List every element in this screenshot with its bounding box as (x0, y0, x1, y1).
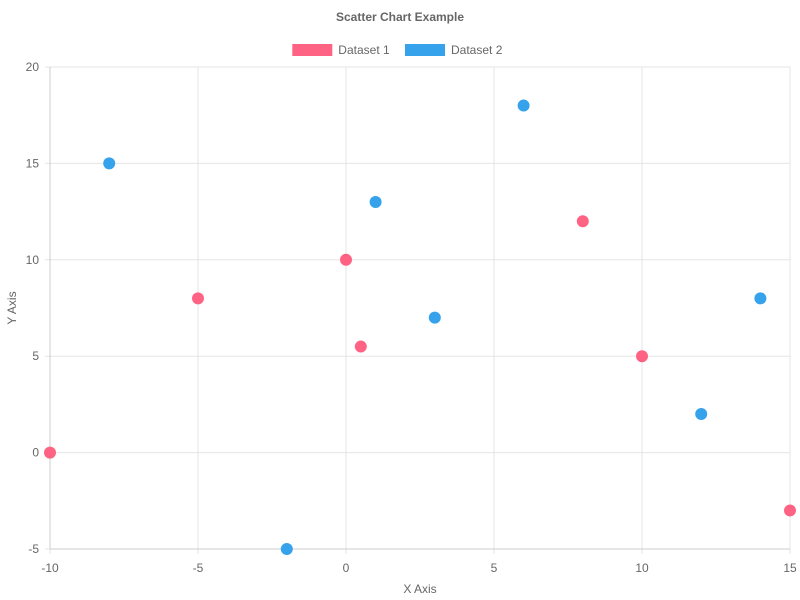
data-point-1[interactable] (636, 350, 648, 363)
legend-swatch (292, 44, 333, 56)
data-point-2[interactable] (695, 408, 708, 421)
x-tick-label: 0 (343, 561, 350, 575)
legend-item[interactable]: Dataset 2 (405, 43, 503, 57)
legend-swatch (405, 44, 445, 56)
y-tick-label: 20 (26, 60, 40, 74)
x-tick-label: 10 (635, 561, 649, 575)
data-point-1[interactable] (576, 215, 589, 228)
y-axis-title: Y Axis (5, 291, 19, 324)
chart-points (44, 99, 796, 555)
legend-item[interactable]: Dataset 1 (292, 43, 390, 57)
x-tick-label: -5 (193, 561, 204, 575)
chart-legend: Dataset 1 Dataset 2 (292, 43, 503, 57)
data-point-1[interactable] (354, 340, 367, 353)
legend-label: Dataset 2 (451, 43, 503, 57)
y-tick-label: 0 (32, 446, 39, 460)
x-tick-label: 15 (783, 561, 797, 575)
chart-grid (45, 66, 791, 554)
x-tick-label: -10 (41, 561, 59, 575)
data-point-2[interactable] (754, 292, 767, 305)
x-axis-title: X Axis (403, 582, 436, 596)
data-point-1[interactable] (340, 253, 352, 266)
data-point-1[interactable] (192, 292, 204, 305)
y-tick-label: -5 (28, 542, 39, 556)
data-point-1[interactable] (784, 504, 796, 517)
data-point-2[interactable] (428, 311, 441, 324)
legend-label: Dataset 1 (338, 43, 390, 57)
data-point-2[interactable] (369, 195, 382, 208)
data-point-2[interactable] (103, 157, 116, 170)
y-tick-label: 5 (32, 349, 39, 363)
y-tick-label: 10 (26, 253, 40, 267)
y-tick-label: 15 (26, 156, 40, 170)
data-point-2[interactable] (280, 543, 293, 555)
x-tick-label: 5 (491, 561, 498, 575)
chart-title: Scatter Chart Example (336, 10, 464, 24)
data-point-2[interactable] (517, 99, 530, 112)
data-point-1[interactable] (44, 446, 56, 459)
